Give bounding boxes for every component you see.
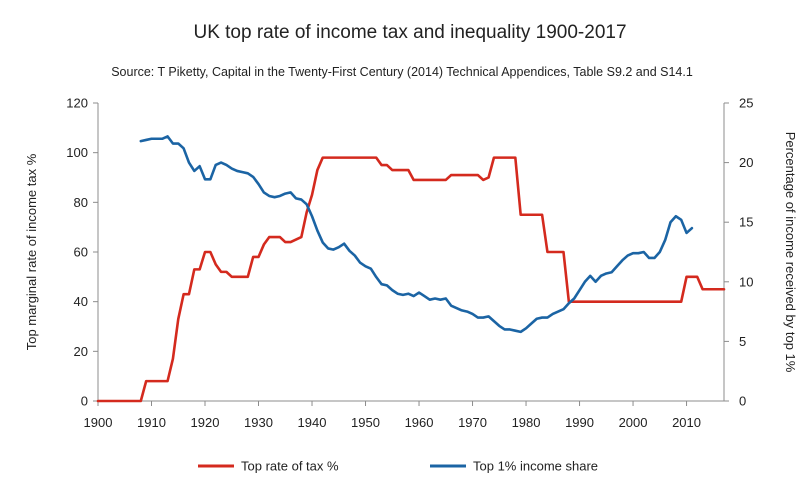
y-tick-label: 0 [81,394,88,409]
x-tick-label: 2010 [672,415,701,430]
series-line-top-tax-rate [96,156,726,403]
series-line-top1-income-share [139,135,694,334]
y-tick-label: 120 [66,96,88,111]
y2-tick-label: 5 [739,334,746,349]
y-axis-label: Top marginal rate of income tax % [24,153,39,350]
y-tick-label: 80 [74,195,88,210]
legend-label-tax: Top rate of tax % [241,459,339,474]
x-tick-label: 1980 [512,415,541,430]
y-tick-label: 20 [74,344,88,359]
y2-tick-label: 10 [739,274,753,289]
chart-title: UK top rate of income tax and inequality… [193,22,626,43]
x-tick-label: 1900 [84,415,113,430]
x-tick-label: 1910 [137,415,166,430]
y-tick-label: 60 [74,245,88,260]
x-tick-label: 1990 [565,415,594,430]
x-tick-label: 2000 [619,415,648,430]
x-tick-label: 1950 [351,415,380,430]
x-tick-label: 1970 [458,415,487,430]
plot-area [93,102,729,406]
y2-tick-label: 0 [739,394,746,409]
x-tick-label: 1920 [191,415,220,430]
y-tick-label: 40 [74,294,88,309]
chart-subtitle: Source: T Piketty, Capital in the Twenty… [111,65,693,79]
tick-labels: 0 20 40 60 80 100 120 0 5 10 15 20 25 1900 1910 1920 193… [66,96,753,431]
x-tick-label: 1930 [244,415,273,430]
y2-tick-label: 25 [739,96,753,111]
legend: Top rate of tax % Top 1% income share [198,459,598,474]
y2-axis-label: Percentage of income received by top 1% [783,132,798,373]
legend-label-top1: Top 1% income share [473,459,598,474]
series-layer [96,135,726,403]
y2-tick-label: 20 [739,155,753,170]
y2-tick-label: 15 [739,215,753,230]
y-tick-label: 100 [66,145,88,160]
x-tick-label: 1940 [298,415,327,430]
x-tick-label: 1960 [405,415,434,430]
